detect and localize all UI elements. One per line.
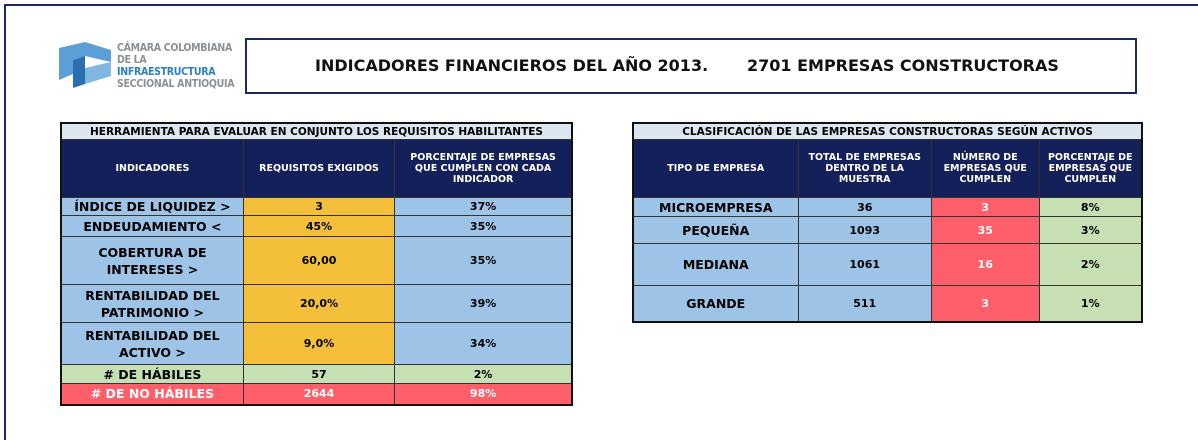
right-table: CLASIFICACIÓN DE LAS EMPRESAS CONSTRUCTO… <box>632 122 1143 323</box>
column-header: NÚMERO DE EMPRESAS QUE CUMPLEN <box>930 139 1040 198</box>
caption: CLASIFICACIÓN DE LAS EMPRESAS CONSTRUCTO… <box>632 122 1143 140</box>
row: MICROEMPRESA 36 3 8% <box>632 197 1143 217</box>
cell: 1061 <box>797 243 932 286</box>
row: PEQUEÑA 1093 35 3% <box>632 216 1143 244</box>
subtitle: 2701 EMPRESAS CONSTRUCTORAS <box>747 56 1059 75</box>
cell: 98% <box>394 383 573 405</box>
logo-line: SECCIONAL ANTIOQUIA <box>117 78 235 90</box>
cell: MICROEMPRESA <box>632 197 799 217</box>
logo: CÁMARA COLOMBIANA DE LA INFRAESTRUCTURA … <box>55 40 240 92</box>
cell: 35 <box>930 216 1040 244</box>
logo-line: CÁMARA COLOMBIANA <box>117 42 233 54</box>
logo-line: INFRAESTRUCTURA <box>117 66 216 78</box>
cell: 35% <box>394 215 573 237</box>
cell: ÍNDICE DE LIQUIDEZ > <box>60 197 244 216</box>
row: MEDIANA 1061 16 2% <box>632 243 1143 286</box>
caption: HERRAMIENTA PARA EVALUAR EN CONJUNTO LOS… <box>60 122 573 140</box>
header-row: INDICADORES REQUISITOS EXIGIDOS PORCENTAJE… <box>60 139 573 198</box>
column-header: INDICADORES <box>60 139 244 198</box>
cell: GRANDE <box>632 285 799 322</box>
logo-text: CÁMARA COLOMBIANA DE LA INFRAESTRUCTURA … <box>117 42 240 90</box>
logo-icon <box>59 42 111 88</box>
cell: 57 <box>242 364 396 384</box>
column-header: TIPO DE EMPRESA <box>632 139 799 198</box>
cell: PEQUEÑA <box>632 216 799 244</box>
row: RENTABILIDAD DEL PATRIMONIO >20,0% 39% <box>60 284 573 323</box>
title: INDICADORES FINANCIEROS DEL AÑO 2013. <box>315 56 709 75</box>
cell: 60,00 <box>242 236 396 285</box>
cell: 2644 <box>242 383 396 405</box>
cell: # DE HÁBILES <box>60 364 244 384</box>
cell: 16 <box>930 243 1040 286</box>
row: RENTABILIDAD DEL ACTIVO >9,0% 34% <box>60 322 573 365</box>
cell: RENTABILIDAD DEL PATRIMONIO > <box>60 284 244 323</box>
cell: 39% <box>394 284 573 323</box>
cell: 20,0% <box>242 284 396 323</box>
column-header: TOTAL DE EMPRESAS DENTRO DE LA MUESTRA <box>797 139 932 198</box>
caption-row: CLASIFICACIÓN DE LAS EMPRESAS CONSTRUCTO… <box>632 122 1143 140</box>
column-header: PORCENTAJE DE EMPRESAS QUE CUMPLEN <box>1038 139 1143 198</box>
header-row: TIPO DE EMPRESA TOTAL DE EMPRESAS DENTRO … <box>632 139 1143 198</box>
cell: 2% <box>1038 243 1143 286</box>
cell: RENTABILIDAD DEL ACTIVO > <box>60 322 244 365</box>
row: # DE NO HÁBILES 2644 98% <box>60 383 573 405</box>
column-header: PORCENTAJE DE EMPRESAS QUE CUMPLEN CON C… <box>394 139 573 198</box>
row: # DE HÁBILES 57 2% <box>60 364 573 384</box>
cell: 8% <box>1038 197 1143 217</box>
cell: 1093 <box>797 216 932 244</box>
row: ÍNDICE DE LIQUIDEZ >3 37% <box>60 197 573 216</box>
row: ENDEUDAMIENTO <45% 35% <box>60 215 573 237</box>
cell: 511 <box>797 285 932 322</box>
cell: 3 <box>930 197 1040 217</box>
cell: COBERTURA DE INTERESES > <box>60 236 244 285</box>
cell: 36 <box>797 197 932 217</box>
cell: 37% <box>394 197 573 216</box>
cell: 9,0% <box>242 322 396 365</box>
row: GRANDE 511 3 1% <box>632 285 1143 322</box>
left-table: HERRAMIENTA PARA EVALUAR EN CONJUNTO LOS… <box>60 122 573 406</box>
cell: MEDIANA <box>632 243 799 286</box>
cell: 35% <box>394 236 573 285</box>
cell: 34% <box>394 322 573 365</box>
cell: 3 <box>930 285 1040 322</box>
cell: 45% <box>242 215 396 237</box>
title-box: INDICADORES FINANCIEROS DEL AÑO 2013. 27… <box>245 38 1137 94</box>
column-header: REQUISITOS EXIGIDOS <box>242 139 396 198</box>
cell: ENDEUDAMIENTO < <box>60 215 244 237</box>
row: COBERTURA DE INTERESES >60,00 35% <box>60 236 573 285</box>
cell: 2% <box>394 364 573 384</box>
frame <box>4 4 1198 440</box>
cell: 1% <box>1038 285 1143 322</box>
caption-row: HERRAMIENTA PARA EVALUAR EN CONJUNTO LOS… <box>60 122 573 140</box>
cell: 3% <box>1038 216 1143 244</box>
logo-line: DE LA <box>117 54 147 66</box>
cell: # DE NO HÁBILES <box>60 383 244 405</box>
cell: 3 <box>242 197 396 216</box>
